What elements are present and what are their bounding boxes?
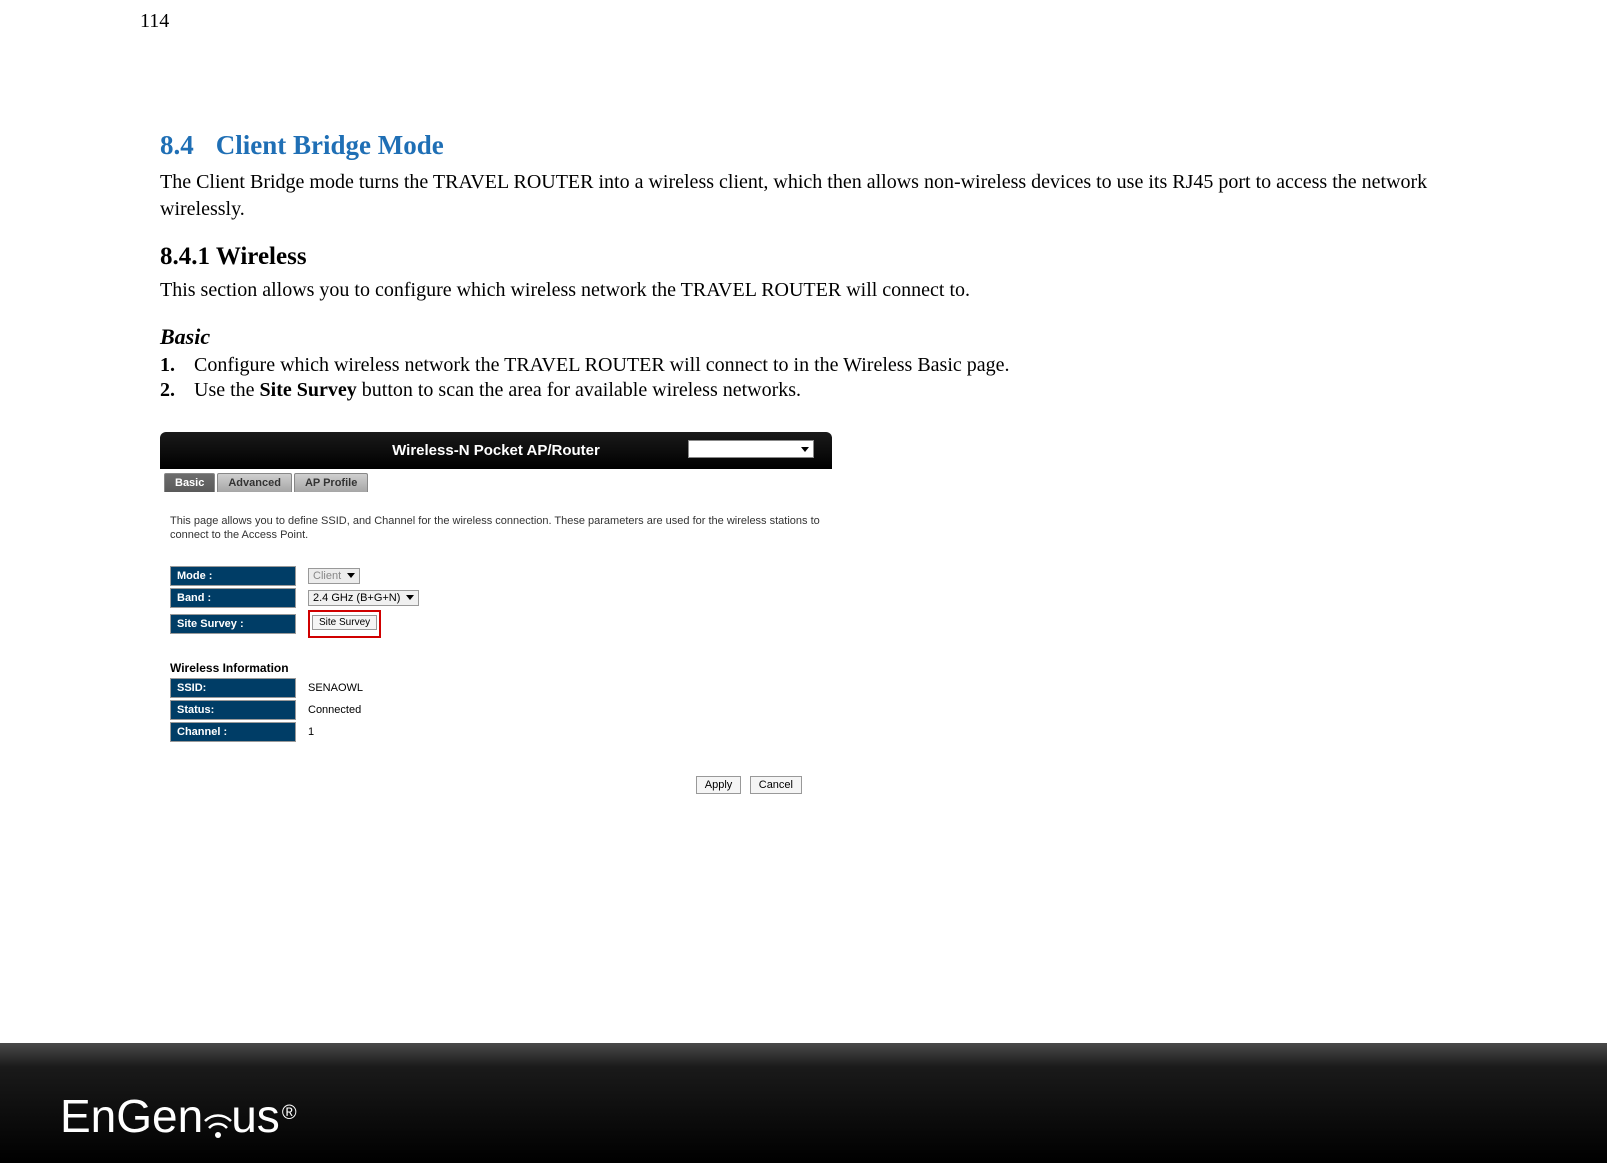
- mode-dropdown-value: Client Bridge Mode: [693, 443, 793, 455]
- tab-basic[interactable]: Basic: [164, 473, 215, 492]
- section-title: Client Bridge Mode: [216, 130, 444, 160]
- list-item: 2. Use the Site Survey button to scan th…: [160, 379, 1510, 402]
- subsection-description: This section allows you to configure whi…: [160, 277, 1510, 304]
- mode-label: Mode :: [170, 566, 296, 586]
- step-number: 2.: [160, 379, 194, 402]
- screenshot-description: This page allows you to define SSID, and…: [170, 514, 822, 543]
- embedded-screenshot: Wireless-N Pocket AP/Router Client Bridg…: [160, 432, 832, 803]
- subsection-heading: 8.4.1 Wireless: [160, 243, 1510, 271]
- mode-select[interactable]: Client: [308, 568, 360, 584]
- info-row-ssid: SSID: SENAOWL: [170, 677, 822, 699]
- page-content: 8.4 Client Bridge Mode The Client Bridge …: [160, 130, 1510, 803]
- section-number: 8.4: [160, 130, 194, 160]
- list-item: 1. Configure which wireless network the …: [160, 354, 1510, 377]
- tab-bar: Basic Advanced AP Profile: [164, 473, 832, 492]
- tab-ap-profile[interactable]: AP Profile: [294, 473, 368, 492]
- logo-text-suffix: us: [231, 1089, 280, 1143]
- status-value: Connected: [296, 704, 361, 716]
- registered-mark: ®: [282, 1102, 297, 1125]
- footer: EnGen us ®: [0, 1043, 1607, 1163]
- engenius-logo: EnGen us ®: [60, 1089, 297, 1143]
- config-row-mode: Mode : Client: [170, 565, 822, 587]
- chevron-down-icon: [801, 447, 809, 452]
- chevron-down-icon: [347, 573, 355, 578]
- site-survey-highlight: Site Survey: [308, 610, 381, 638]
- channel-label: Channel :: [170, 722, 296, 742]
- chevron-down-icon: [406, 595, 414, 600]
- basic-heading: Basic: [160, 324, 1510, 350]
- ssid-label: SSID:: [170, 678, 296, 698]
- status-label: Status:: [170, 700, 296, 720]
- subsection-number: 8.4.1: [160, 243, 210, 270]
- screenshot-header-title: Wireless-N Pocket AP/Router: [392, 442, 600, 459]
- apply-button[interactable]: Apply: [696, 776, 742, 794]
- step-list: 1. Configure which wireless network the …: [160, 354, 1510, 402]
- section-description: The Client Bridge mode turns the TRAVEL …: [160, 169, 1510, 223]
- screenshot-header: Wireless-N Pocket AP/Router Client Bridg…: [160, 432, 832, 469]
- wireless-info-heading: Wireless Information: [170, 661, 822, 675]
- channel-value: 1: [296, 726, 314, 738]
- step-text: Use the Site Survey button to scan the a…: [194, 379, 801, 402]
- page-number: 114: [140, 10, 169, 33]
- config-row-band: Band : 2.4 GHz (B+G+N): [170, 587, 822, 609]
- screenshot-body: This page allows you to define SSID, and…: [160, 492, 832, 803]
- mode-dropdown[interactable]: Client Bridge Mode: [688, 440, 814, 458]
- bold-text: Site Survey: [260, 379, 357, 401]
- step-text: Configure which wireless network the TRA…: [194, 354, 1010, 377]
- band-label: Band :: [170, 588, 296, 608]
- site-survey-button[interactable]: Site Survey: [312, 615, 377, 630]
- button-row: Apply Cancel: [170, 775, 822, 793]
- config-row-site-survey: Site Survey : Site Survey: [170, 609, 822, 639]
- logo-text-prefix: EnGen: [60, 1089, 203, 1143]
- ssid-value: SENAOWL: [296, 682, 363, 694]
- cancel-button[interactable]: Cancel: [750, 776, 802, 794]
- signal-icon: [201, 1097, 233, 1143]
- section-heading: 8.4 Client Bridge Mode: [160, 130, 1510, 161]
- step-number: 1.: [160, 354, 194, 377]
- info-row-status: Status: Connected: [170, 699, 822, 721]
- info-row-channel: Channel : 1: [170, 721, 822, 743]
- subsection-title: Wireless: [216, 243, 307, 270]
- band-select[interactable]: 2.4 GHz (B+G+N): [308, 590, 419, 606]
- tab-advanced[interactable]: Advanced: [217, 473, 292, 492]
- site-survey-label: Site Survey :: [170, 614, 296, 634]
